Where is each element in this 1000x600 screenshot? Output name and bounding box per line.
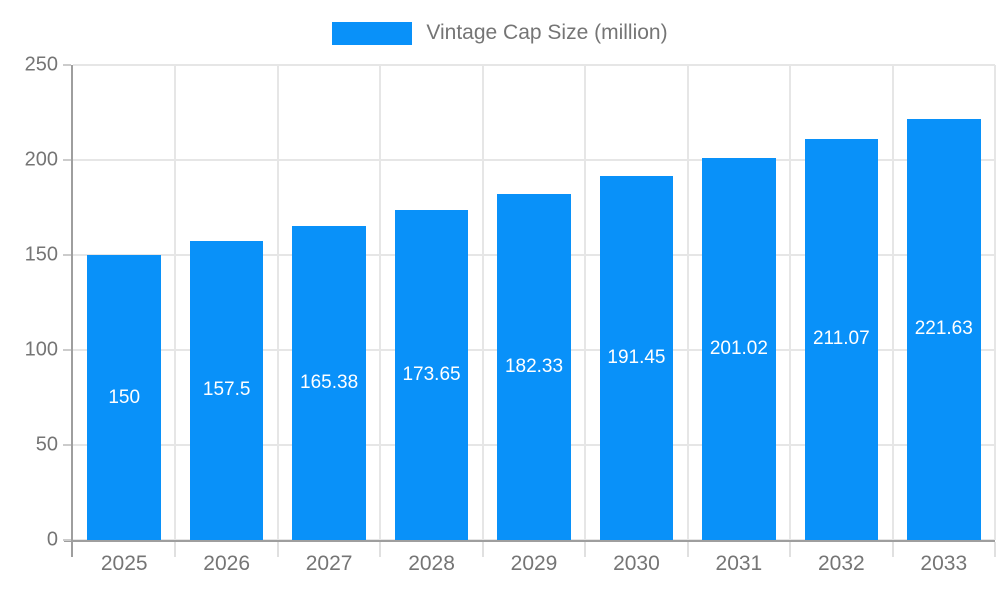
bar-value-label: 191.45 [607, 347, 666, 369]
y-tick-mark [63, 64, 71, 66]
bar-2029: 182.33 [497, 193, 571, 540]
bar-value-label: 165.38 [300, 371, 359, 393]
x-axis-tick-label: 2033 [920, 552, 968, 575]
v-gridline [891, 65, 894, 540]
x-tick-mark [891, 542, 894, 557]
y-axis-line [71, 65, 73, 557]
x-axis-tick-label: 2030 [613, 552, 660, 575]
v-gridline [174, 65, 177, 540]
x-axis-tick-label: 2028 [408, 552, 455, 575]
bar-value-label: 150 [108, 386, 141, 408]
y-axis-tick-label: 250 [24, 53, 58, 76]
x-axis-tick-label: 2025 [100, 552, 148, 575]
v-gridline [789, 65, 792, 540]
bar-value-label: 211.07 [812, 328, 870, 350]
x-tick-mark [686, 542, 689, 557]
x-tick-mark [481, 542, 484, 557]
bar-2031: 201.02 [702, 158, 776, 540]
v-gridline [481, 65, 484, 540]
x-tick-mark [994, 542, 996, 557]
chart-legend: Vintage Cap Size (million) [0, 14, 1000, 52]
legend-item[interactable]: Vintage Cap Size (million) [332, 21, 668, 45]
bar-2027: 165.38 [292, 225, 366, 540]
x-axis-tick-label: 2026 [203, 552, 251, 575]
x-axis-tick-label: 2032 [817, 552, 865, 575]
bar-value-label: 157.5 [202, 379, 251, 401]
y-axis-tick-label: 100 [24, 338, 58, 361]
x-axis-line [64, 540, 995, 542]
bar-2028: 173.65 [394, 210, 469, 540]
v-gridline [686, 65, 689, 540]
v-gridline [379, 65, 382, 540]
y-tick-mark [63, 349, 71, 351]
legend-color-swatch [332, 21, 413, 45]
x-axis-tick-label: 2031 [715, 552, 763, 575]
y-tick-mark [63, 539, 71, 541]
bar-value-label: 173.65 [402, 364, 461, 386]
bar-2026: 157.5 [189, 240, 264, 540]
bar-value-label: 221.63 [914, 318, 973, 340]
bar-2025: 150 [87, 255, 161, 540]
y-tick-mark [63, 159, 71, 161]
x-axis-tick-label: 2029 [510, 552, 558, 575]
bar-2033: 221.63 [907, 118, 981, 540]
y-tick-mark [63, 254, 71, 256]
x-tick-mark [174, 542, 177, 557]
x-tick-mark [379, 542, 382, 557]
y-axis-tick-label: 150 [24, 243, 58, 266]
plot-area: 150 157.5 165.38 173.65 182.33 191.45 201.02 21… [63, 64, 996, 557]
x-tick-mark [276, 542, 279, 557]
bar-2030: 191.45 [599, 176, 674, 540]
bar-value-label: 201.02 [709, 338, 768, 360]
y-tick-mark [63, 444, 71, 446]
h-gridline [73, 64, 995, 66]
y-axis-tick-label: 0 [46, 528, 58, 551]
x-axis-tick-label: 2027 [305, 552, 353, 575]
bar-value-label: 182.33 [504, 355, 564, 377]
legend-label: Vintage Cap Size (million) [426, 21, 668, 44]
y-axis-tick-label: 200 [24, 148, 58, 171]
v-gridline [994, 65, 996, 540]
v-gridline [276, 65, 279, 540]
y-axis-tick-label: 50 [35, 433, 58, 456]
h-gridline [73, 159, 995, 161]
bar-2032: 211.07 [804, 138, 879, 540]
x-tick-mark [789, 542, 792, 557]
v-gridline [584, 65, 587, 540]
x-tick-mark [584, 542, 587, 557]
